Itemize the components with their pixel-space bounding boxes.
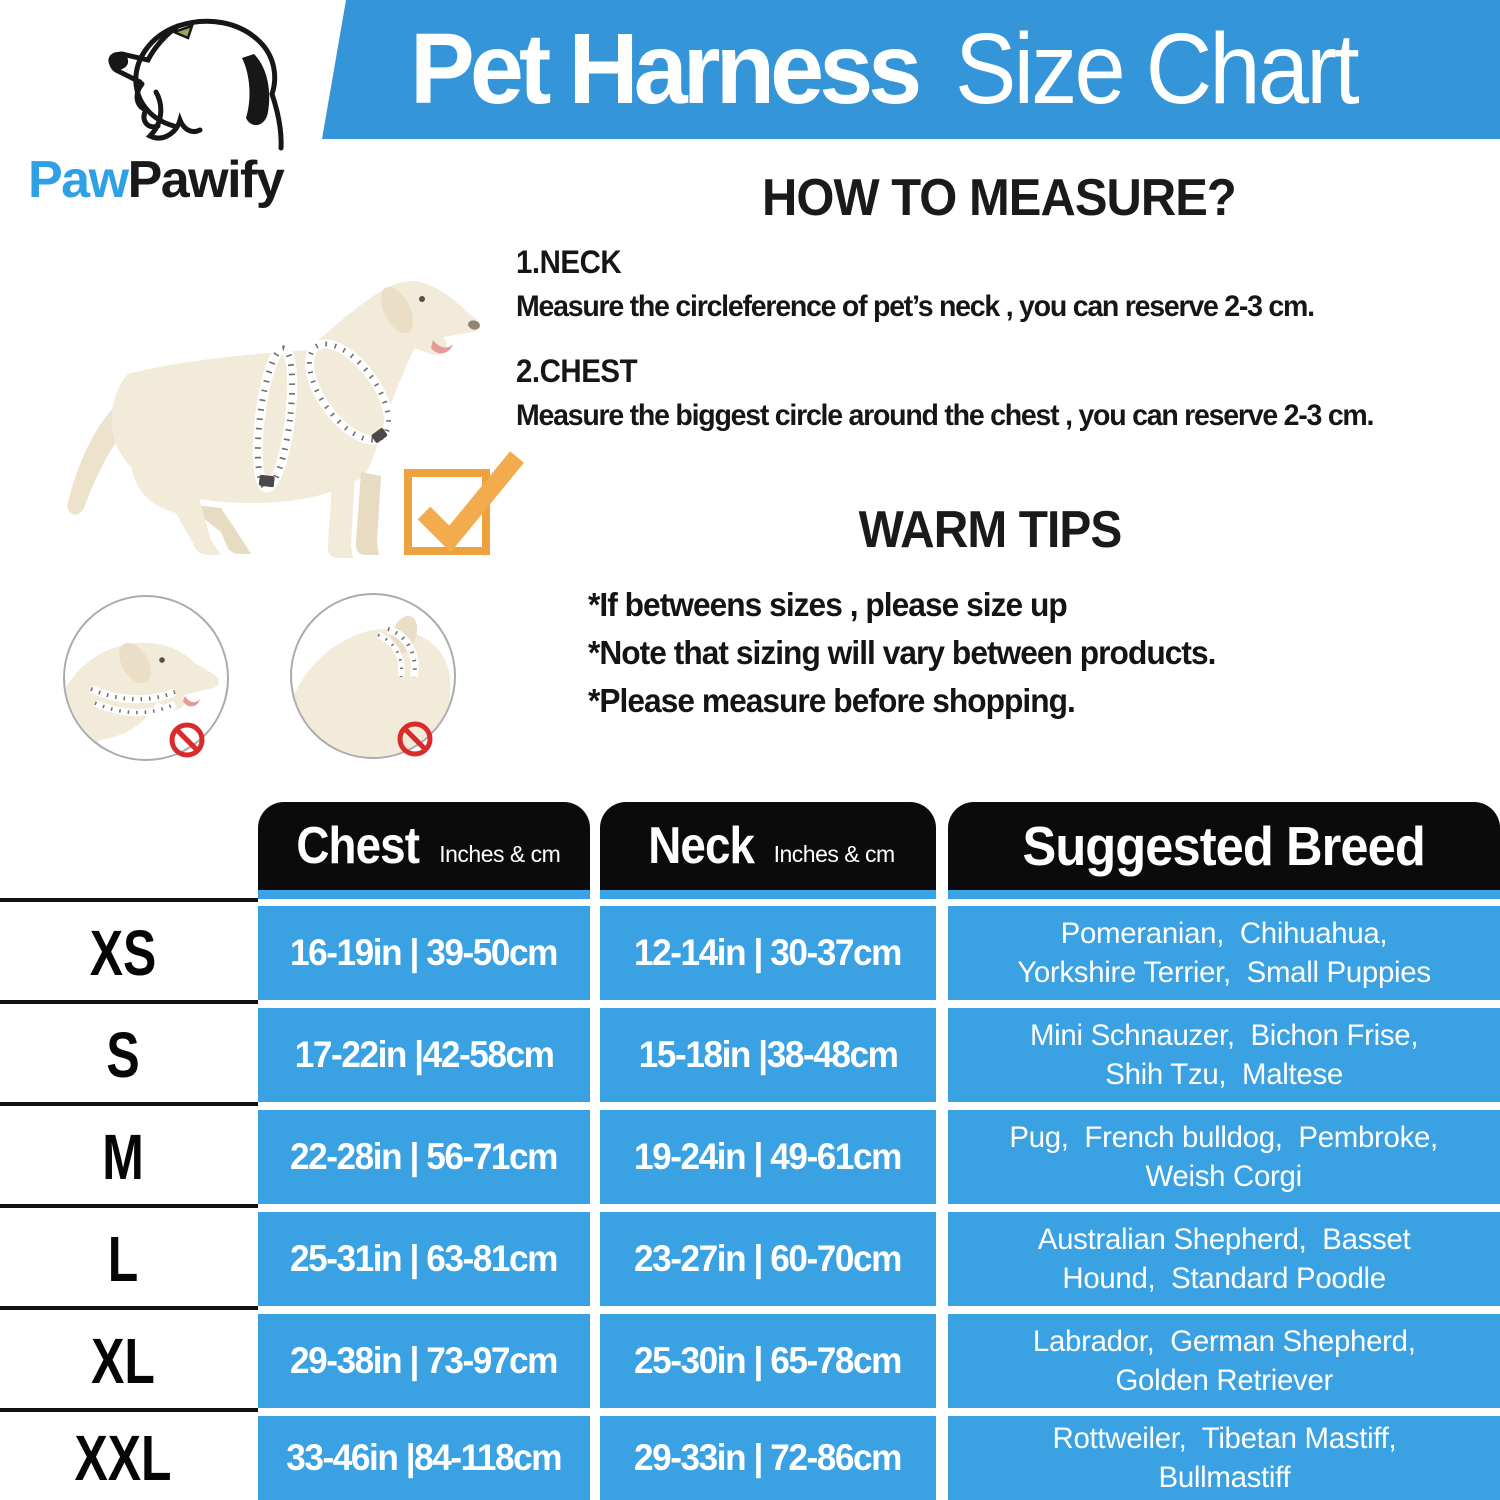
breed-cell: Australian Shepherd, Basset Hound, Stand…	[948, 1212, 1500, 1306]
chest-value: 29-38in | 73-97cm	[290, 1340, 558, 1381]
inset-tape-2	[376, 625, 419, 678]
no-icon	[397, 721, 433, 757]
column-header-neck: Neck Inches & cm	[600, 802, 936, 899]
check-icon	[404, 451, 524, 555]
breed-value: Mini Schnauzer, Bichon Frise, Shih Tzu, …	[1029, 1019, 1419, 1091]
neck-value: 29-33in | 72-86cm	[634, 1437, 902, 1478]
table-row-m: M 22-28in | 56-71cm 19-24in | 49-61cm Pu…	[0, 1110, 1500, 1204]
size-row-divider	[0, 1306, 258, 1310]
chest-cell: 29-38in | 73-97cm	[258, 1314, 590, 1408]
size-label: XXL	[74, 1422, 172, 1494]
warm-tip: *If betweens sizes , please size up	[588, 586, 1068, 623]
measure-step-text-neck: Measure the circleference of pet’s neck …	[516, 290, 1315, 323]
inset-dog-head-1	[65, 642, 219, 759]
chest-cell: 33-46in |84-118cm	[258, 1416, 590, 1500]
dog-nose	[468, 320, 480, 330]
size-label: XL	[91, 1325, 155, 1397]
column-subtitle: Inches & cm	[773, 840, 896, 867]
breed-value: Labrador, German Shepherd, Golden Retrie…	[1032, 1325, 1416, 1397]
table-row-l: L 25-31in | 63-81cm 23-27in | 60-70cm Au…	[0, 1212, 1500, 1306]
chest-value: 25-31in | 63-81cm	[290, 1238, 558, 1279]
dog-ear	[380, 286, 414, 334]
neck-cell: 23-27in | 60-70cm	[600, 1212, 936, 1306]
chest-value: 16-19in | 39-50cm	[290, 932, 558, 973]
neck-cell: 29-33in | 72-86cm	[600, 1416, 936, 1500]
page-title: Pet Harness Size Chart	[410, 0, 1392, 139]
breed-value: Australian Shepherd, Basset Hound, Stand…	[1037, 1223, 1411, 1295]
dog-tongue	[431, 340, 453, 354]
table-row-xl: XL 29-38in | 73-97cm 25-30in | 65-78cm L…	[0, 1314, 1500, 1408]
logo-nose	[108, 52, 129, 70]
size-row-divider	[0, 1408, 258, 1412]
warm-tips-list: *If betweens sizes , please size up *Not…	[588, 586, 1242, 730]
neck-cell: 19-24in | 49-61cm	[600, 1110, 936, 1204]
chest-cell: 16-19in | 39-50cm	[258, 906, 590, 1000]
warm-tips-heading: WARM TIPS	[858, 501, 1123, 559]
size-row-divider	[0, 898, 258, 902]
column-title: Suggested Breed	[1022, 815, 1426, 877]
neck-cell: 15-18in |38-48cm	[600, 1008, 936, 1102]
chest-cell: 22-28in | 56-71cm	[258, 1110, 590, 1204]
neck-value: 25-30in | 65-78cm	[634, 1340, 902, 1381]
size-label: XS	[89, 917, 157, 989]
table-row-s: S 17-22in |42-58cm 15-18in |38-48cm Mini…	[0, 1008, 1500, 1102]
measure-step-label-neck: 1.NECK	[516, 244, 622, 280]
size-label: M	[102, 1121, 144, 1193]
brand-name-prefix: Paw	[28, 151, 129, 209]
size-row-divider	[0, 1000, 258, 1004]
dog-head-logo-icon	[108, 18, 284, 151]
neck-value: 12-14in | 30-37cm	[634, 932, 902, 973]
measure-step-label-chest: 2.CHEST	[516, 353, 638, 389]
neck-value: 23-27in | 60-70cm	[634, 1238, 902, 1279]
header-band: Pet Harness Size Chart	[322, 0, 1500, 139]
breed-cell: Pug, French bulldog, Pembroke, Weish Cor…	[948, 1110, 1500, 1204]
neck-cell: 25-30in | 65-78cm	[600, 1314, 936, 1408]
measuring-tape-neck	[304, 339, 394, 445]
warm-tip: *Note that sizing will vary between prod…	[588, 634, 1216, 671]
table-row-xxl: XXL 33-46in |84-118cm 29-33in | 72-86cm …	[0, 1416, 1500, 1500]
logo-eye	[170, 24, 194, 40]
breed-value: Pug, French bulldog, Pembroke, Weish Cor…	[1009, 1121, 1439, 1193]
size-row-divider	[0, 1102, 258, 1106]
breed-value: Rottweiler, Tibetan Mastiff, Bullmastiff	[1052, 1422, 1396, 1494]
chest-cell: 17-22in |42-58cm	[258, 1008, 590, 1102]
how-to-measure-heading: HOW TO MEASURE?	[762, 169, 1237, 227]
chest-value: 22-28in | 56-71cm	[290, 1136, 558, 1177]
brand-name-suffix: Pawify	[127, 151, 285, 209]
page-title-light: Size Chart	[955, 13, 1360, 125]
breed-value: Pomeranian, Chihuahua, Yorkshire Terrier…	[1017, 917, 1431, 989]
breed-cell: Mini Schnauzer, Bichon Frise, Shih Tzu, …	[948, 1008, 1500, 1102]
breed-cell: Pomeranian, Chihuahua, Yorkshire Terrier…	[948, 906, 1500, 1000]
column-title: Chest	[296, 817, 420, 875]
brand-logotype: PawPawify	[28, 150, 285, 210]
neck-value: 15-18in |38-48cm	[638, 1034, 899, 1075]
dog-photo-illustration	[67, 280, 480, 558]
column-header-breed: Suggested Breed	[948, 802, 1500, 899]
chest-cell: 25-31in | 63-81cm	[258, 1212, 590, 1306]
measure-step-text-chest: Measure the biggest circle around the ch…	[516, 399, 1374, 432]
page-title-bold: Pet Harness	[410, 13, 922, 125]
table-row-xs: XS 16-19in | 39-50cm 12-14in | 30-37cm P…	[0, 906, 1500, 1000]
size-row-divider	[0, 1204, 258, 1208]
inset-tape-1	[89, 685, 177, 716]
dog-eye	[419, 296, 425, 302]
column-subtitle: Inches & cm	[439, 840, 561, 867]
chest-value: 33-46in |84-118cm	[286, 1437, 563, 1478]
size-label: L	[107, 1223, 139, 1295]
neck-cell: 12-14in | 30-37cm	[600, 906, 936, 1000]
size-label: S	[106, 1019, 140, 1091]
measuring-tape-chest	[252, 343, 298, 493]
no-icon	[169, 722, 205, 758]
chest-value: 17-22in |42-58cm	[294, 1034, 555, 1075]
column-title: Neck	[648, 817, 756, 875]
warm-tip: *Please measure before shopping.	[588, 682, 1076, 719]
column-header-chest: Chest Inches & cm	[258, 802, 590, 899]
logo-ear	[242, 54, 270, 126]
breed-cell: Labrador, German Shepherd, Golden Retrie…	[948, 1314, 1500, 1408]
breed-cell: Rottweiler, Tibetan Mastiff, Bullmastiff	[948, 1416, 1500, 1500]
neck-value: 19-24in | 49-61cm	[634, 1136, 902, 1177]
